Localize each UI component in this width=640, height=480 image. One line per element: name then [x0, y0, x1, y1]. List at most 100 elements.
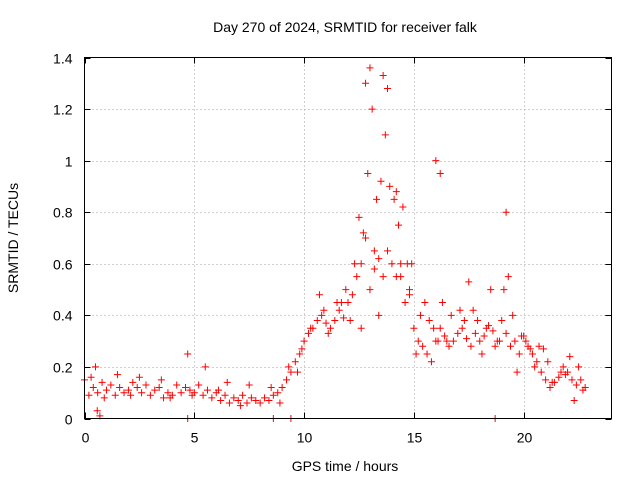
grid [84, 57, 612, 419]
y-tick-label: 0.4 [53, 308, 73, 324]
chart-title: Day 270 of 2024, SRMTID for receiver fal… [213, 19, 478, 35]
data-point [291, 358, 299, 366]
data-point [160, 394, 168, 402]
data-point [443, 337, 451, 345]
data-point [173, 381, 181, 389]
data-point [478, 350, 486, 358]
data-point [397, 260, 405, 268]
data-point [502, 329, 510, 337]
y-tick-label: 0.2 [53, 360, 73, 376]
data-point [107, 381, 115, 389]
data-point [278, 384, 286, 392]
data-point [129, 378, 137, 386]
data-point [416, 311, 424, 319]
data-point [566, 353, 574, 361]
data-point [320, 306, 328, 314]
data-point [296, 350, 304, 358]
data-point [544, 358, 552, 366]
data-point [135, 373, 143, 381]
data-point [471, 329, 479, 337]
data-point [100, 394, 108, 402]
x-tick-label: 0 [82, 430, 90, 446]
data-point [445, 342, 453, 350]
data-point [357, 260, 365, 268]
data-point [575, 363, 583, 371]
data-point [113, 371, 121, 379]
data-point [313, 317, 321, 325]
axis-ticks [84, 57, 612, 420]
data-point [531, 363, 539, 371]
data-point [362, 79, 370, 87]
data-point [346, 317, 354, 325]
data-point [405, 291, 413, 299]
data-point [89, 384, 97, 392]
data-point [572, 381, 580, 389]
data-point [133, 384, 141, 392]
data-point [362, 234, 370, 242]
data-point [548, 378, 556, 386]
data-point [98, 378, 106, 386]
data-point [357, 324, 365, 332]
data-point [504, 273, 512, 281]
y-tick-label: 0.6 [53, 257, 73, 273]
data-point [142, 381, 150, 389]
data-point [307, 324, 315, 332]
data-point [138, 389, 146, 397]
data-point [436, 324, 444, 332]
data-point [195, 381, 203, 389]
data-point [384, 84, 392, 92]
data-point [487, 286, 495, 294]
data-point [157, 376, 165, 384]
data-point [355, 213, 363, 221]
data-point [256, 399, 264, 407]
data-point [252, 396, 260, 404]
data-point [318, 311, 326, 319]
data-point [515, 350, 523, 358]
data-point [366, 286, 374, 294]
data-point [430, 324, 438, 332]
data-point [199, 391, 207, 399]
data-point [304, 329, 312, 337]
data-point [186, 386, 194, 394]
data-point [283, 376, 291, 384]
data-point [496, 337, 504, 345]
data-point [201, 363, 209, 371]
data-point [388, 260, 396, 268]
data-point [247, 394, 255, 402]
data-point [111, 391, 119, 399]
data-point [353, 273, 361, 281]
data-point [335, 306, 343, 314]
data-point [399, 203, 407, 211]
data-point [381, 131, 389, 139]
data-point [326, 324, 334, 332]
data-point [432, 157, 440, 165]
data-point [513, 368, 521, 376]
data-point [559, 363, 567, 371]
data-point [265, 396, 273, 404]
data-point [537, 368, 545, 376]
data-point [458, 324, 466, 332]
data-point [287, 368, 295, 376]
x-tick-label: 5 [191, 430, 199, 446]
data-point [298, 345, 306, 353]
data-point [425, 317, 433, 325]
data-point [379, 72, 387, 80]
y-tick-label: 1.4 [53, 51, 73, 67]
data-point [234, 396, 242, 404]
data-points [81, 64, 589, 422]
data-point [390, 195, 398, 203]
y-tick-label: 1 [65, 154, 73, 170]
data-point [476, 337, 484, 345]
data-point [184, 350, 192, 358]
data-point [373, 195, 381, 203]
data-point [577, 376, 585, 384]
data-point [166, 394, 174, 402]
data-point [221, 391, 229, 399]
data-point [379, 273, 387, 281]
data-point [366, 64, 374, 72]
x-tick-label: 10 [297, 430, 313, 446]
data-point [293, 368, 301, 376]
y-tick-label: 0 [65, 412, 73, 428]
data-point [463, 335, 471, 343]
